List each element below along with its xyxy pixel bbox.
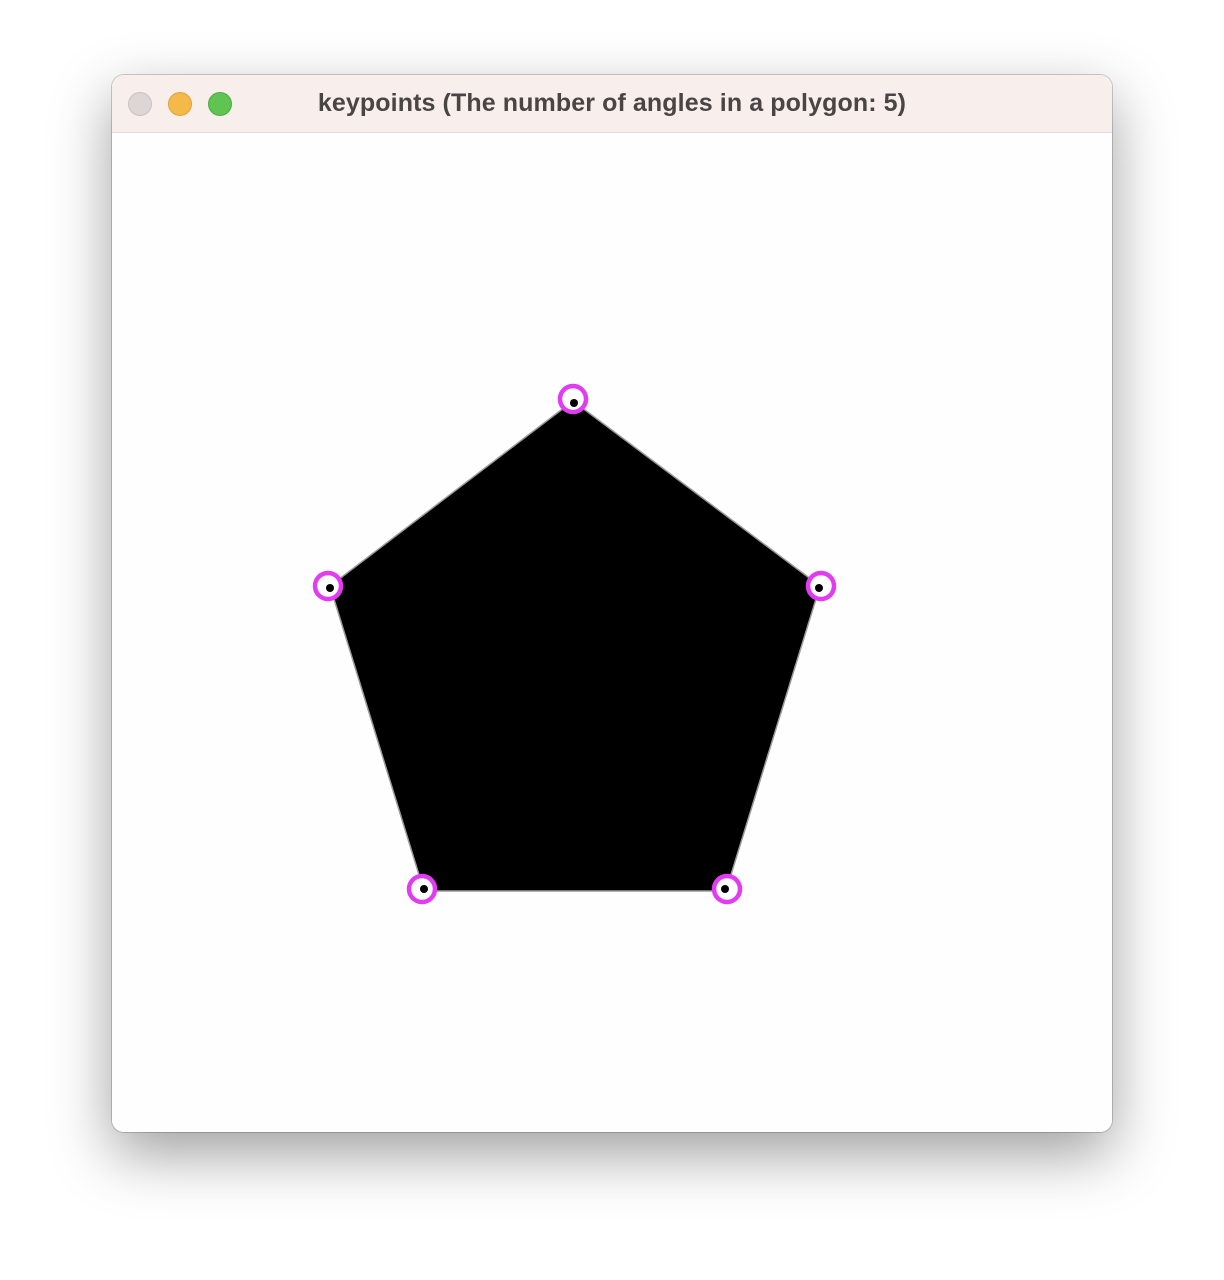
minimize-button[interactable]	[168, 92, 192, 116]
keypoint-3	[805, 570, 837, 602]
image-canvas	[112, 133, 1112, 1132]
pentagon-shape	[329, 400, 821, 892]
keypoint-1	[557, 383, 589, 415]
keypoint-2	[312, 570, 344, 602]
keypoint-5	[711, 873, 743, 905]
canvas-drawing	[312, 383, 837, 905]
app-window: keypoints (The number of angles in a pol…	[112, 75, 1112, 1132]
zoom-button[interactable]	[208, 92, 232, 116]
title-bar[interactable]: keypoints (The number of angles in a pol…	[112, 75, 1112, 133]
keypoint-4	[406, 873, 438, 905]
close-button[interactable]	[128, 92, 152, 116]
window-title: keypoints (The number of angles in a pol…	[317, 89, 907, 117]
